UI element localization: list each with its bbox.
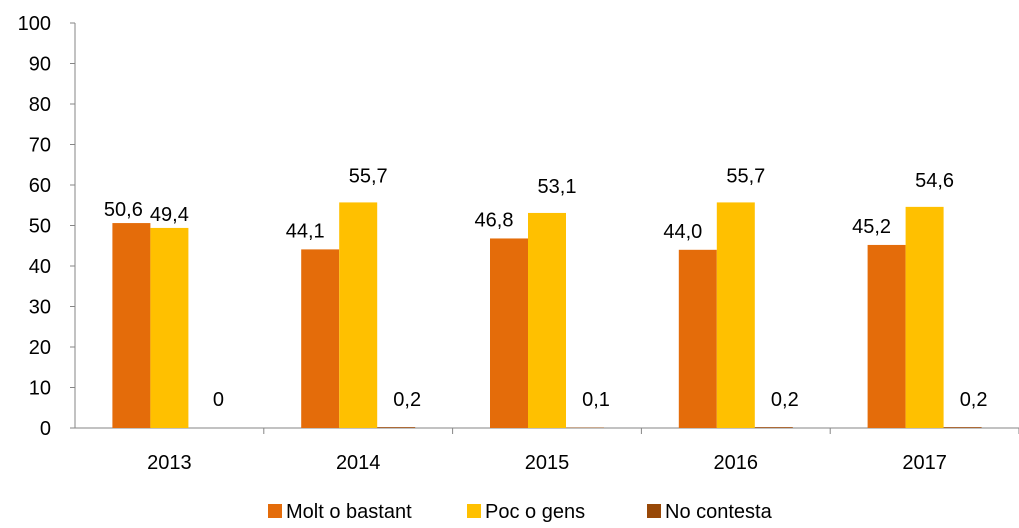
bars: [112, 202, 982, 428]
x-tick-label: 2016: [714, 452, 759, 474]
y-tick-label: 80: [29, 94, 51, 116]
data-label: 55,7: [726, 165, 765, 187]
bar: [528, 212, 566, 428]
bar: [678, 249, 717, 428]
y-tick-label: 50: [29, 216, 51, 238]
data-label: 46,8: [475, 209, 514, 231]
data-label: 54,6: [915, 170, 954, 192]
y-tick-label: 40: [29, 256, 51, 278]
bar: [150, 227, 189, 428]
data-label: 0: [213, 389, 224, 411]
x-tick-label: 2017: [902, 452, 947, 474]
y-tick-label: 70: [29, 135, 51, 157]
data-label: 44,0: [663, 221, 702, 243]
y-tick-label: 60: [29, 175, 51, 197]
data-label: 49,4: [150, 204, 189, 226]
bar: [490, 238, 528, 428]
data-label: 45,2: [852, 216, 891, 238]
data-label: 0,2: [960, 389, 988, 411]
legend-swatch: [467, 504, 481, 518]
data-labels: 50,6 49,4 0 44,1 55,7 0,2 46,8 53,1 0,1 44,0 55,7 0…: [104, 165, 988, 411]
x-tick-label: 2014: [336, 452, 381, 474]
legend: Molt o bastant Poc o gens No contesta: [268, 501, 773, 523]
bar: [867, 244, 906, 428]
bar: [716, 202, 755, 428]
data-label: 0,2: [393, 389, 421, 411]
bar: [377, 427, 416, 428]
y-tick-label: 0: [40, 418, 51, 440]
y-tick-label: 10: [29, 378, 51, 400]
legend-label: No contesta: [665, 501, 773, 523]
data-label: 53,1: [538, 176, 577, 198]
y-tick-label: 30: [29, 297, 51, 319]
y-tick-label: 90: [29, 54, 51, 76]
data-label: 0,1: [582, 389, 610, 411]
legend-swatch: [268, 504, 282, 518]
x-tick-label: 2015: [525, 452, 570, 474]
legend-swatch: [647, 504, 661, 518]
bar: [339, 202, 378, 428]
x-tick-label: 2013: [147, 452, 192, 474]
data-label: 44,1: [286, 220, 325, 242]
bar: [301, 249, 340, 428]
legend-label: Poc o gens: [485, 501, 585, 523]
bar: [754, 427, 793, 428]
bar: [905, 206, 944, 428]
bar: [112, 223, 151, 428]
bar: [943, 427, 982, 428]
y-tick-label: 100: [18, 13, 51, 35]
data-label: 55,7: [349, 165, 388, 187]
data-label: 50,6: [104, 199, 143, 221]
axes: 0 10 20 30 40 50 60 70 80 90 100 2013 2014 2015 2016 20…: [18, 13, 1019, 474]
y-tick-label: 20: [29, 337, 51, 359]
legend-label: Molt o bastant: [286, 501, 412, 523]
data-label: 0,2: [771, 389, 799, 411]
